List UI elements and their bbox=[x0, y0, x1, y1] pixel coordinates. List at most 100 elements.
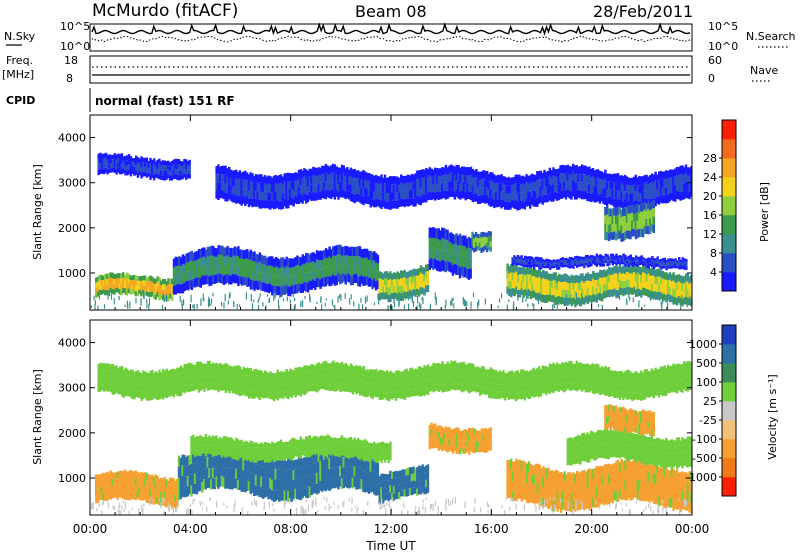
echo-cell bbox=[526, 493, 529, 503]
echo-cell bbox=[623, 207, 627, 216]
echo-cell bbox=[105, 273, 109, 279]
echo-cell bbox=[572, 500, 575, 511]
echo-cell bbox=[269, 457, 272, 468]
echo-cell bbox=[217, 456, 220, 468]
echo-cell bbox=[391, 176, 394, 185]
echo-cell bbox=[557, 168, 560, 177]
echo-cell bbox=[638, 175, 641, 185]
echo-cell bbox=[262, 456, 265, 468]
echo-cell bbox=[484, 440, 487, 447]
echo-cell bbox=[529, 473, 532, 484]
echo-cell bbox=[398, 185, 401, 193]
echo-cell bbox=[315, 176, 319, 185]
echo-cell bbox=[469, 258, 472, 269]
speckle-mark bbox=[192, 304, 194, 309]
echo-cell bbox=[661, 293, 665, 302]
echo-cell bbox=[604, 187, 607, 197]
echo-cell bbox=[533, 465, 536, 475]
echo-cell bbox=[524, 288, 527, 296]
echo-cell bbox=[511, 259, 514, 262]
echo-cell bbox=[217, 438, 220, 443]
echo-cell bbox=[360, 257, 363, 267]
echo-cell bbox=[371, 270, 374, 280]
echo-cell bbox=[575, 261, 579, 265]
echo-cell bbox=[154, 161, 157, 166]
echo-cell bbox=[458, 244, 462, 256]
echo-cell bbox=[529, 262, 532, 265]
echo-cell bbox=[545, 265, 548, 268]
echo-cell bbox=[244, 445, 247, 451]
echo-cell bbox=[400, 285, 403, 294]
echo-cell bbox=[170, 170, 174, 176]
echo-cell bbox=[572, 472, 575, 482]
echo-cell bbox=[303, 255, 306, 265]
echo-cell bbox=[432, 248, 435, 260]
echo-cell bbox=[604, 473, 607, 484]
echo-cell bbox=[527, 461, 531, 472]
echo-cell bbox=[358, 256, 362, 267]
echo-cell bbox=[201, 275, 204, 285]
echo-cell bbox=[627, 459, 631, 469]
echo-cell bbox=[297, 449, 301, 454]
echo-cell bbox=[533, 283, 536, 291]
echo-cell bbox=[349, 477, 353, 488]
echo-cell bbox=[249, 259, 253, 270]
echo-cell bbox=[229, 442, 233, 448]
echo-cell bbox=[459, 167, 462, 176]
echo-cell bbox=[522, 264, 525, 267]
echo-cell bbox=[606, 173, 609, 182]
echo-cell bbox=[480, 179, 483, 188]
echo-cell bbox=[369, 447, 372, 452]
echo-cell bbox=[231, 478, 234, 490]
echo-cell bbox=[249, 461, 252, 473]
echo-cell bbox=[315, 472, 319, 484]
echo-cell bbox=[210, 245, 213, 256]
echo-cell bbox=[147, 291, 150, 297]
echo-cell bbox=[120, 477, 123, 485]
echo-cell bbox=[104, 279, 107, 285]
echo-cell bbox=[690, 181, 692, 189]
echo-cell bbox=[522, 480, 525, 490]
echo-cell bbox=[362, 196, 365, 206]
echo-cell bbox=[412, 174, 415, 183]
echo-cell bbox=[260, 447, 263, 452]
speckle-mark bbox=[207, 299, 210, 308]
echo-cell bbox=[417, 465, 421, 473]
echo-cell bbox=[508, 273, 511, 282]
echo-cell bbox=[111, 288, 114, 295]
echo-cell bbox=[602, 465, 606, 476]
echo-cell bbox=[640, 255, 643, 258]
echo-cell bbox=[624, 470, 627, 481]
echo-cell bbox=[598, 187, 602, 196]
nsky-axis-top: 10^5 bbox=[60, 20, 90, 33]
echo-cell bbox=[297, 169, 301, 179]
echo-cell bbox=[344, 274, 347, 285]
echo-cell bbox=[583, 469, 586, 480]
speckle-mark bbox=[470, 301, 472, 309]
echo-cell bbox=[428, 259, 431, 270]
echo-cell bbox=[536, 285, 540, 294]
echo-cell bbox=[118, 289, 121, 295]
echo-cell bbox=[403, 191, 406, 200]
echo-cell bbox=[99, 152, 102, 158]
echo-cell bbox=[609, 282, 613, 290]
echo-cell bbox=[138, 171, 141, 176]
echo-cell bbox=[601, 270, 604, 278]
echo-cell bbox=[410, 474, 414, 482]
echo-cell bbox=[317, 260, 320, 270]
echo-cell bbox=[181, 165, 184, 171]
echo-cell bbox=[573, 182, 577, 192]
echo-cell bbox=[597, 466, 600, 477]
echo-cell bbox=[558, 264, 561, 267]
echo-cell bbox=[559, 190, 562, 200]
echo-cell bbox=[631, 220, 634, 229]
echo-cell bbox=[428, 175, 431, 184]
echo-cell bbox=[675, 166, 679, 175]
echo-cell bbox=[239, 266, 242, 276]
echo-cell bbox=[478, 430, 482, 437]
echo-cell bbox=[193, 483, 197, 494]
echo-cell bbox=[607, 188, 611, 197]
echo-cell bbox=[478, 242, 481, 247]
echo-cell bbox=[561, 274, 565, 282]
echo-cell bbox=[568, 259, 572, 263]
